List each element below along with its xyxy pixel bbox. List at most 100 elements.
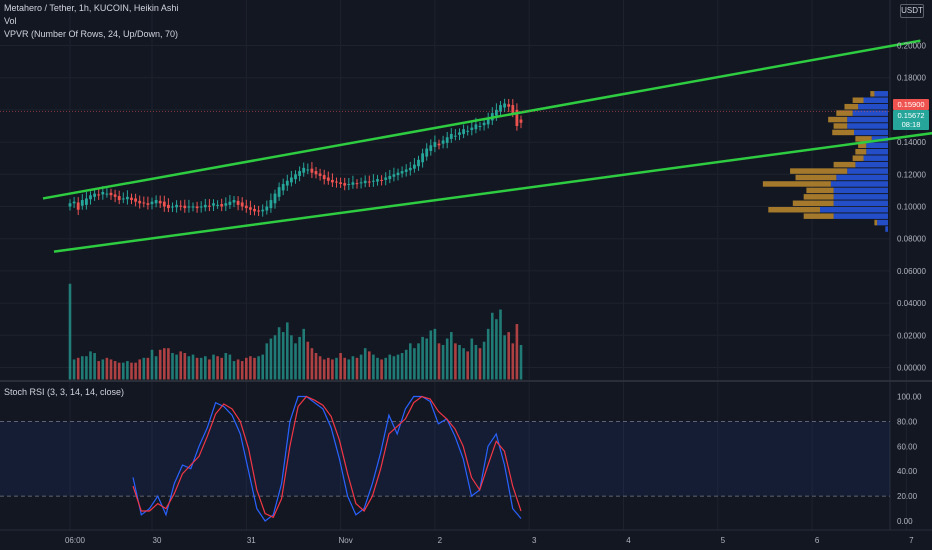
candle-body <box>134 198 137 202</box>
time-tick-label: 5 <box>721 536 726 545</box>
candle-body <box>343 183 347 186</box>
candle-body <box>429 145 433 151</box>
main-pane-bg <box>0 0 932 380</box>
volume-bar <box>126 361 129 380</box>
vpvr-up-bar <box>830 181 888 187</box>
volume-bar <box>376 357 379 380</box>
stoch-tick-label: 40.00 <box>897 467 918 476</box>
stoch-tick-label: 100.00 <box>897 393 922 402</box>
candle-body <box>273 193 277 204</box>
vpvr-legend[interactable]: VPVR (Number Of Rows, 24, Up/Down, 70) <box>4 29 179 39</box>
countdown-tag: 08:18 <box>893 119 929 130</box>
volume-bar <box>445 338 449 380</box>
stoch-k-line <box>132 395 522 522</box>
channel-upper-line <box>42 39 921 200</box>
volume-bar <box>199 357 203 380</box>
candle-body <box>105 193 109 195</box>
symbol-title[interactable]: Metahero / Tether, 1h, KUCOIN, Heikin As… <box>4 3 179 13</box>
vpvr-up-bar <box>855 161 888 168</box>
time-tick-label: 7 <box>909 536 914 545</box>
candle-body <box>458 132 461 135</box>
vpvr-down-bar <box>874 219 878 226</box>
time-tick-label: 6 <box>815 536 820 545</box>
vpvr-up-bar <box>833 187 888 194</box>
volume-bar <box>310 348 314 380</box>
volume-bar <box>208 359 211 380</box>
stoch-tick-label: 60.00 <box>897 442 918 451</box>
volume-bar <box>474 344 478 380</box>
stoch-rsi-legend[interactable]: Stoch RSI (3, 3, 14, 14, close) <box>4 387 125 397</box>
candle-body <box>290 177 293 183</box>
candle-body <box>146 203 150 205</box>
stoch-tick-label: 20.00 <box>897 492 918 501</box>
volume-bar <box>273 335 277 380</box>
candle-body <box>142 202 146 204</box>
vpvr-down-bar <box>833 161 856 168</box>
volume-bar <box>97 361 100 380</box>
volume-bar <box>179 351 182 380</box>
price-tick-label: 0.08000 <box>897 235 926 244</box>
price-tick-label: 0.20000 <box>897 42 926 51</box>
volume-bar <box>441 344 445 380</box>
time-tick-label: 4 <box>626 536 631 545</box>
candle-body <box>117 196 121 201</box>
candle-body <box>392 174 396 177</box>
volume-bar <box>163 348 166 380</box>
volume-bar <box>335 357 338 380</box>
candle-body <box>339 182 342 184</box>
volume-bar <box>158 349 162 380</box>
vpvr-up-bar <box>836 174 888 181</box>
stoch-band-fill <box>0 421 890 497</box>
volume-bar <box>175 354 178 380</box>
vpvr-down-bar <box>844 103 859 110</box>
channel-lower-line <box>53 131 932 253</box>
volume-bar <box>134 362 137 380</box>
candle-body <box>162 201 166 207</box>
vpvr-down-bar <box>836 110 853 116</box>
candle-body <box>203 204 207 208</box>
volume-bar <box>511 343 515 380</box>
volume-bar <box>240 361 244 380</box>
volume-bar <box>363 348 367 380</box>
volume-bar <box>232 361 236 380</box>
candle-body <box>212 203 215 206</box>
candle-body <box>138 200 142 204</box>
candle-body <box>363 180 367 184</box>
candle-body <box>89 195 92 200</box>
currency-selector[interactable]: USDT <box>900 4 924 18</box>
candle-body <box>515 109 519 126</box>
volume-bar <box>212 354 215 380</box>
candle-body <box>331 179 334 183</box>
volume-bar <box>220 357 223 380</box>
volume-bar <box>499 309 502 380</box>
volume-bar <box>339 353 342 380</box>
vpvr-up-bar <box>852 110 888 116</box>
volume-bar <box>331 359 334 380</box>
candle-body <box>355 183 359 185</box>
candle-body <box>347 183 351 185</box>
candle-body <box>322 175 326 180</box>
candle-body <box>150 201 154 205</box>
candle-body <box>93 193 96 197</box>
vpvr-up-bar <box>854 129 888 136</box>
volume-bar <box>491 312 494 380</box>
candle-body <box>76 202 80 210</box>
volume-bar <box>228 354 232 380</box>
vpvr-up-bar <box>874 91 888 97</box>
candle-body <box>507 104 511 107</box>
candle-body <box>421 153 424 163</box>
candle-body <box>310 168 314 173</box>
volume-bar <box>265 343 269 380</box>
volume-bar <box>355 357 359 380</box>
volume-bar <box>462 348 465 380</box>
volume-bar <box>68 283 72 380</box>
vpvr-up-bar <box>863 97 888 103</box>
vol-legend[interactable]: Vol <box>4 16 17 26</box>
vpvr-up-bar <box>866 149 888 155</box>
candle-body <box>425 148 429 157</box>
volume-bar <box>167 348 170 380</box>
volume-bar <box>277 327 281 380</box>
candle-body <box>482 122 486 126</box>
